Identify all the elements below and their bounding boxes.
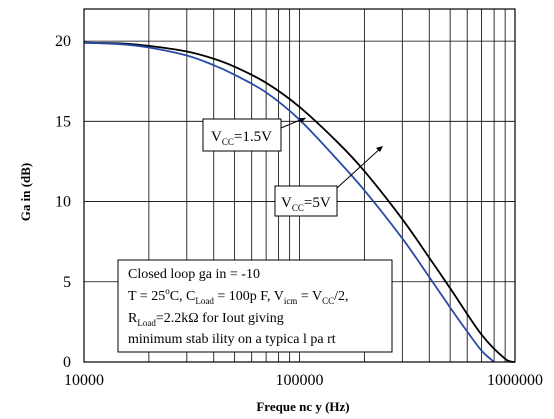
label-vcc-5v: VCC=5V xyxy=(274,146,383,217)
curves xyxy=(83,41,516,363)
label-vcc-1-5v: VCC=1.5V xyxy=(202,117,306,152)
conditions-note: Closed loop ga in = -10 T = 25oC, CLoad … xyxy=(117,259,393,353)
y-tick-label: 20 xyxy=(55,33,71,50)
y-tick-label: 15 xyxy=(55,113,71,130)
x-tick-label: 1000000 xyxy=(487,372,543,389)
series-line-vcc-5v xyxy=(83,41,495,363)
y-tick-label: 5 xyxy=(63,274,71,291)
x-tick-label: 10000 xyxy=(64,372,104,389)
y-tick-label: 10 xyxy=(55,194,71,211)
svg-text:VCC=5V: VCC=5V xyxy=(281,195,331,213)
y-tick-label: 0 xyxy=(63,354,71,371)
svg-text:T = 25oC, CLoad = 100p F, Vic: T = 25oC, CLoad = 100p F, Vicm = VCC/2, xyxy=(128,286,348,306)
y-axis-title: Ga in (dB) xyxy=(18,163,33,222)
tick-labels: 0 5 10 15 20 10000 100000 1000000 xyxy=(55,33,543,389)
svg-text:Closed loop ga in = -10: Closed loop ga in = -10 xyxy=(128,267,260,282)
x-tick-label: 100000 xyxy=(276,372,324,389)
svg-text:minimum stab ility on a ty: minimum stab ility on a typica l pa rt xyxy=(128,332,336,347)
svg-text:VCC=1.5V: VCC=1.5V xyxy=(211,129,272,147)
series-line-vcc-1-5v xyxy=(83,41,516,363)
svg-text:RLoad=2.2kΩ for Iout giving: RLoad=2.2kΩ for Iout giving xyxy=(128,311,284,328)
plot-frame xyxy=(83,8,516,363)
x-axis-title: Freque nc y (Hz) xyxy=(256,399,349,414)
